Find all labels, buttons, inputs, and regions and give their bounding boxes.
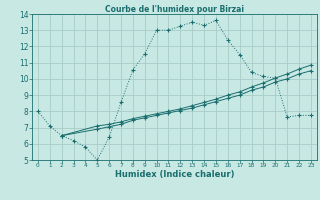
- Title: Courbe de l'humidex pour Birzai: Courbe de l'humidex pour Birzai: [105, 5, 244, 14]
- X-axis label: Humidex (Indice chaleur): Humidex (Indice chaleur): [115, 170, 234, 179]
